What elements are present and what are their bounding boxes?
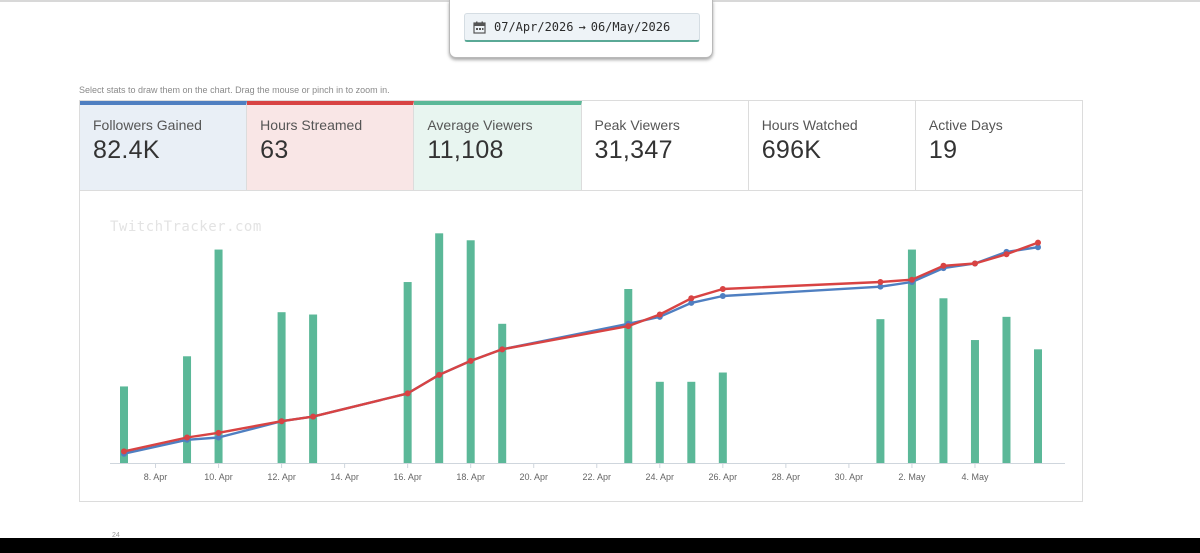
x-tick-label: 18. Apr — [456, 472, 485, 482]
point-hours-streamed — [436, 371, 443, 378]
stat-hours-watched[interactable]: Hours Watched 696K — [749, 101, 916, 190]
bottom-bar — [0, 538, 1200, 553]
chart-hint-text: Select stats to draw them on the chart. … — [79, 85, 390, 95]
stats-bar: Followers Gained 82.4K Hours Streamed 63… — [79, 100, 1083, 191]
x-tick-label: 20. Apr — [519, 472, 548, 482]
point-followers-gained — [688, 299, 695, 306]
x-tick-label: 10. Apr — [204, 472, 233, 482]
bar-average-viewers — [183, 356, 192, 463]
bar-average-viewers — [718, 372, 727, 463]
bar-average-viewers — [309, 314, 318, 463]
stat-value: 696K — [761, 136, 822, 164]
stat-label: Hours Watched — [761, 117, 858, 133]
date-range-panel: 07/Apr/2026 → 06/May/2026 — [449, 0, 713, 58]
stat-label: Active Days — [928, 117, 1003, 133]
bar-average-viewers — [624, 289, 633, 463]
bar-average-viewers — [466, 240, 475, 463]
bar-average-viewers — [1034, 349, 1042, 463]
x-tick-label: 28. Apr — [772, 472, 801, 482]
x-tick-label: 14. Apr — [330, 472, 359, 482]
point-hours-streamed — [688, 295, 695, 302]
next-section-stub: 24 — [112, 532, 120, 539]
stat-label: Followers Gained — [93, 117, 202, 133]
point-hours-streamed — [940, 262, 947, 269]
calendar-icon — [473, 21, 486, 34]
watermark-text: TwitchTracker.com — [110, 219, 262, 235]
bar-average-viewers — [1002, 316, 1011, 463]
stat-label: Peak Viewers — [594, 117, 680, 133]
x-tick-label: 8. Apr — [144, 472, 168, 482]
bar-average-viewers — [120, 386, 128, 463]
stat-value: 11,108 — [427, 136, 504, 164]
bar-average-viewers — [498, 323, 507, 463]
line-followers-gained — [123, 246, 1039, 455]
x-tick-label: 16. Apr — [393, 472, 422, 482]
point-hours-streamed — [121, 448, 127, 455]
point-followers-gained — [719, 292, 726, 299]
point-hours-streamed — [467, 357, 474, 364]
stat-value: 31,347 — [594, 136, 673, 164]
point-hours-streamed — [1035, 239, 1041, 246]
stats-chart[interactable]: 8. Apr 10. Apr 12. Apr 14. Apr 16. Apr 18. Ap… — [80, 191, 1082, 501]
stat-value: 82.4K — [93, 136, 160, 164]
bar-average-viewers — [277, 312, 286, 463]
stat-peak-viewers[interactable]: Peak Viewers 31,347 — [582, 101, 749, 190]
bar-average-viewers — [876, 319, 885, 463]
point-followers-gained — [1035, 244, 1041, 251]
bar-average-viewers — [435, 233, 444, 463]
x-tick-label: 24. Apr — [646, 472, 675, 482]
stat-hours-streamed[interactable]: Hours Streamed 63 — [247, 101, 415, 190]
point-hours-streamed — [310, 413, 317, 420]
x-tick-label: 12. Apr — [267, 472, 296, 482]
date-start: 07/Apr/2026 — [494, 20, 574, 34]
x-tick-label: 22. Apr — [582, 472, 611, 482]
stat-value: 63 — [260, 136, 289, 164]
stat-label: Hours Streamed — [260, 117, 363, 133]
stat-value: 19 — [928, 136, 958, 164]
stat-label: Average Viewers — [427, 117, 533, 133]
point-hours-streamed — [499, 346, 506, 353]
x-tick-label: 30. Apr — [835, 472, 864, 482]
point-hours-streamed — [625, 323, 632, 330]
x-tick-label: 2. May — [898, 472, 926, 482]
stat-active-days[interactable]: Active Days 19 — [916, 101, 1082, 190]
point-hours-streamed — [184, 434, 191, 441]
stat-average-viewers[interactable]: Average Viewers 11,108 — [414, 101, 582, 190]
bar-average-viewers — [970, 340, 979, 463]
date-range-button[interactable]: 07/Apr/2026 → 06/May/2026 — [464, 13, 700, 42]
line-hours-streamed — [123, 241, 1039, 453]
chart-area[interactable]: 8. Apr 10. Apr 12. Apr 14. Apr 16. Apr 18. Ap… — [79, 191, 1083, 502]
bar-average-viewers — [655, 381, 664, 463]
point-hours-streamed — [656, 311, 663, 318]
date-arrow: → — [578, 20, 586, 34]
point-followers-gained — [215, 434, 222, 441]
x-tick-label: 4. May — [961, 472, 989, 482]
point-hours-streamed — [877, 279, 884, 286]
point-followers-gained — [877, 283, 884, 290]
point-hours-streamed — [278, 418, 285, 425]
point-hours-streamed — [971, 260, 978, 267]
bar-average-viewers — [403, 282, 412, 463]
bar-average-viewers — [939, 298, 948, 463]
date-end: 06/May/2026 — [590, 20, 671, 34]
point-hours-streamed — [404, 390, 411, 397]
point-hours-streamed — [1003, 251, 1010, 258]
stat-followers-gained[interactable]: Followers Gained 82.4K — [80, 101, 248, 190]
bar-average-viewers — [214, 249, 223, 463]
point-hours-streamed — [908, 276, 915, 283]
point-hours-streamed — [215, 429, 222, 436]
bar-average-viewers — [687, 381, 696, 463]
point-hours-streamed — [719, 286, 726, 292]
x-tick-label: 26. Apr — [709, 472, 738, 482]
bar-average-viewers — [907, 249, 916, 463]
